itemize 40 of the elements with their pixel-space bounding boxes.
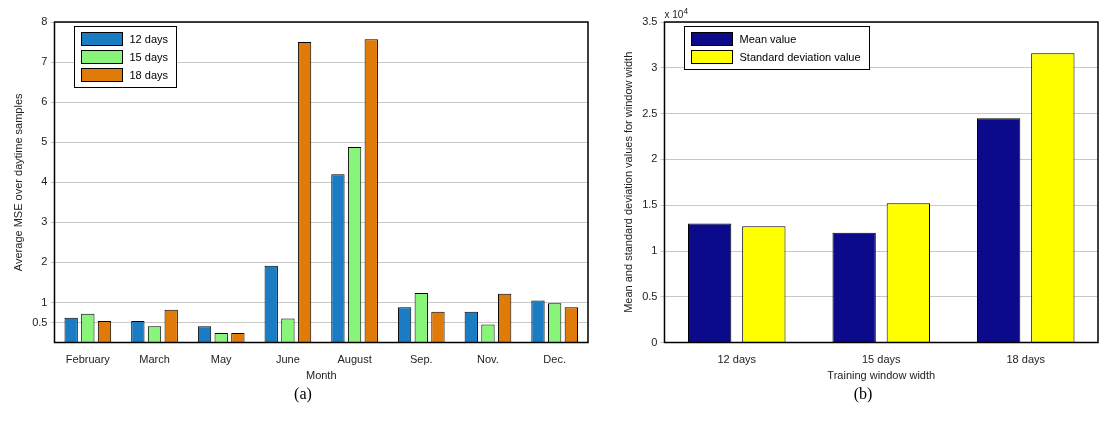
y-tick-label: 3 [651,60,658,73]
x-tick-label: February [65,353,111,366]
x-tick-label: May [210,353,233,366]
legend-label: 15 days [129,51,169,63]
y-tick-label: 7 [41,55,48,68]
x-tick-label: Sep. [409,353,433,366]
x-tick-label: 15 days [861,353,902,366]
y-tick-label: 3.5 [642,15,658,28]
y-tick-label: 3 [41,215,48,228]
x-tick-label: Nov. [477,353,499,366]
y-tick-label: 1 [651,244,658,257]
y-tick-label: 0.5 [642,289,658,302]
legend-label: 18 days [129,69,169,81]
y-tick-label: 4 [41,175,48,188]
legend-label: Mean value [739,33,797,45]
y-axis-title: Mean and standard deviation values for window width [621,51,634,313]
y-tick-label: 0.5 [32,315,48,328]
y-tick-label: 8 [41,15,48,28]
legend-label: Standard deviation value [739,51,861,63]
text: x 10$^{4}$ [664,6,689,21]
x-tick-label: August [337,353,372,366]
y-tick-label: 6 [41,95,48,108]
text: (a) [293,385,313,403]
text: (b) [852,385,874,403]
legend-label: 12 days [129,33,169,45]
y-axis-title: Average MSE over daytime samples [11,92,24,272]
x-tick-label: 12 days [717,353,757,366]
x-tick-label: 18 days [1006,353,1046,366]
x-axis-title: Month [305,369,337,382]
x-tick-label: March [139,353,170,366]
x-tick-label: Dec. [543,353,566,366]
y-tick-label: 2 [651,152,658,165]
y-tick-label: 0 [651,335,658,348]
y-tick-label: 1.5 [642,198,658,211]
y-tick-label: 5 [41,135,48,148]
x-axis-title: Training window width [827,369,936,382]
y-tick-label: 1 [41,295,48,308]
y-tick-label: 2.5 [642,106,658,119]
y-tick-label: 2 [41,255,48,268]
x-tick-label: June [275,353,300,366]
